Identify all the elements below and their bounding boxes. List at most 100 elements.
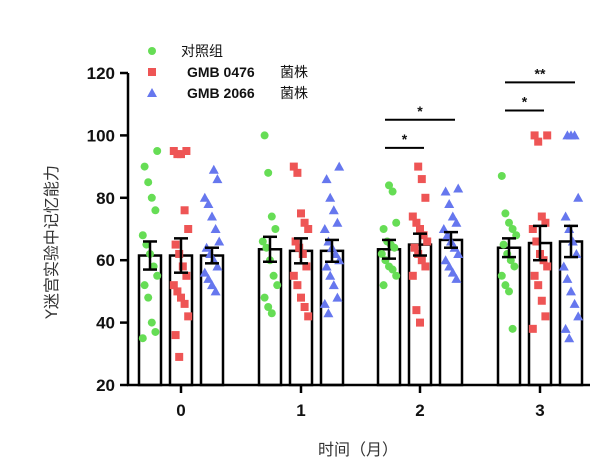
data-point <box>212 261 223 271</box>
bar <box>319 249 345 387</box>
data-point <box>300 218 309 227</box>
data-point <box>304 225 313 233</box>
data-point <box>510 262 519 271</box>
data-point <box>321 261 332 271</box>
data-point <box>210 286 221 296</box>
data-point <box>530 131 539 140</box>
data-point <box>541 312 550 321</box>
data-point <box>528 324 537 333</box>
data-point <box>214 236 225 246</box>
data-point <box>177 293 185 302</box>
data-point <box>408 212 417 221</box>
data-point <box>421 262 430 271</box>
data-point <box>566 286 576 296</box>
x-tick-label: 2 <box>415 401 424 420</box>
data-point <box>325 192 336 202</box>
data-point <box>269 271 278 280</box>
data-point <box>291 237 300 246</box>
data-point <box>497 271 506 280</box>
data-point <box>497 171 506 180</box>
data-point <box>184 312 193 321</box>
data-point <box>388 187 397 196</box>
data-point <box>412 218 421 227</box>
data-point <box>151 327 160 336</box>
data-point <box>562 130 573 140</box>
legend-label: 对照组 <box>181 44 223 60</box>
data-point <box>408 271 417 280</box>
data-point <box>438 224 449 233</box>
data-point <box>295 243 304 252</box>
errorbars-layer <box>143 224 578 274</box>
data-point <box>505 218 513 227</box>
data-point <box>323 308 334 318</box>
data-point <box>532 237 541 246</box>
y-tick-label: 100 <box>87 126 115 145</box>
data-point <box>153 147 162 155</box>
data-point <box>414 249 423 258</box>
significance-label: * <box>522 93 528 109</box>
data-point <box>379 281 388 290</box>
data-point <box>180 299 189 308</box>
data-point <box>289 162 298 171</box>
x-axis-label: 时间（月） <box>318 440 398 459</box>
data-point <box>304 312 313 321</box>
data-point <box>392 218 401 227</box>
data-point <box>262 243 271 252</box>
data-point <box>573 311 584 321</box>
data-point <box>319 298 330 308</box>
data-point <box>508 324 517 333</box>
data-point <box>140 162 149 171</box>
y-tick-label: 40 <box>96 314 115 333</box>
data-point <box>267 309 276 318</box>
data-point <box>260 131 269 140</box>
data-point <box>560 211 571 221</box>
data-point <box>210 224 221 233</box>
y-tick-label: 60 <box>96 251 115 270</box>
data-point <box>543 262 552 271</box>
data-point <box>199 192 210 202</box>
data-point <box>212 174 223 184</box>
data-point <box>451 273 462 283</box>
data-point <box>203 199 214 209</box>
data-point <box>147 318 156 327</box>
data-point <box>564 333 575 343</box>
data-point <box>571 248 582 258</box>
data-point <box>569 298 580 308</box>
data-point <box>264 303 273 311</box>
data-point <box>144 293 153 302</box>
legend-label-code: GMB 0476 <box>187 64 255 80</box>
data-point <box>169 147 178 155</box>
data-point <box>440 255 451 265</box>
data-point <box>537 296 546 305</box>
data-point <box>178 262 187 271</box>
data-point <box>499 240 508 249</box>
data-point <box>562 273 573 283</box>
data-point <box>208 164 219 174</box>
data-point <box>169 281 178 290</box>
data-point <box>444 261 455 271</box>
data-point <box>379 225 388 233</box>
significance-label: ** <box>535 65 546 81</box>
x-tick-label: 0 <box>176 401 185 420</box>
data-point <box>144 178 153 187</box>
data-point <box>328 205 339 215</box>
data-point <box>537 212 546 221</box>
data-point <box>328 280 339 290</box>
y-tick-label: 20 <box>96 376 115 395</box>
data-point <box>325 270 336 280</box>
significance-layer: ***** <box>385 65 575 149</box>
data-point <box>560 323 571 333</box>
data-point <box>273 281 282 290</box>
data-point <box>419 231 428 240</box>
data-point <box>264 168 273 177</box>
data-point <box>417 256 426 265</box>
y-tick-label: 80 <box>96 189 115 208</box>
data-point <box>447 267 458 277</box>
data-point <box>412 306 421 315</box>
bars-layer <box>137 238 584 387</box>
data-point <box>207 211 217 221</box>
data-point <box>385 262 393 271</box>
data-point <box>182 271 191 280</box>
y-tick-label: 120 <box>87 64 115 83</box>
data-point <box>271 225 280 233</box>
